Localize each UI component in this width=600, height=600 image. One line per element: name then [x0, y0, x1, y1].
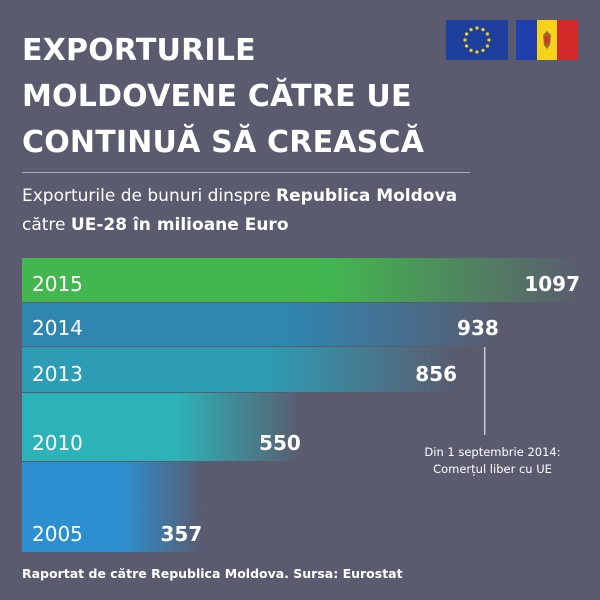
subtitle-bold-1: Republica Moldova: [276, 186, 458, 206]
value-label-2014: 938: [457, 316, 499, 340]
title-divider: [22, 172, 470, 173]
exports-bar-chart: 2015 1097 2014 938 2013 856 2010 550 2005 357: [22, 258, 582, 552]
bar-2013: [22, 347, 459, 392]
value-label-2005: 357: [160, 522, 202, 546]
eu-star-icon: [487, 38, 491, 42]
title-line-1: EXPORTURILE: [22, 33, 256, 68]
bar-2005: [22, 462, 205, 552]
value-label-2010: 550: [259, 431, 301, 455]
eu-star-icon: [485, 32, 489, 36]
chart-subtitle: Exporturile de bunuri dinspre Republica …: [22, 182, 502, 240]
title-line-3: CONTINUĂ SĂ CREASCĂ: [22, 125, 425, 160]
value-label-2015: 1097: [524, 272, 580, 296]
eu-star-icon: [465, 32, 469, 36]
category-label-2015: 2015: [32, 272, 83, 296]
eu-star-icon: [481, 28, 485, 32]
eu-star-icon: [469, 48, 473, 52]
value-label-2013: 856: [415, 362, 457, 386]
bar-2010: [22, 393, 303, 461]
eu-star-icon: [463, 38, 467, 42]
page-title: EXPORTURILE MOLDOVENE CĂTRE UE CONTINUĂ …: [22, 28, 442, 166]
category-label-2005: 2005: [32, 522, 83, 546]
eu-star-icon: [475, 50, 479, 54]
eu-star-icon: [481, 48, 485, 52]
eu-star-icon: [475, 26, 479, 30]
eu-flag-icon: [446, 20, 508, 60]
moldova-coat-of-arms-icon: [543, 31, 551, 49]
bar-2014: [22, 303, 501, 346]
subtitle-text-1: Exporturile de bunuri dinspre: [22, 186, 277, 206]
moldova-flag-icon: [516, 20, 578, 60]
category-label-2014: 2014: [32, 316, 83, 340]
eu-star-icon: [465, 44, 469, 48]
subtitle-bold-2: UE-28 în milioane Euro: [70, 215, 289, 235]
subtitle-text-2: către: [22, 215, 71, 235]
annotation-line-1: Din 1 septembrie 2014:: [424, 445, 561, 459]
bar-2015: [22, 258, 582, 302]
title-line-2: MOLDOVENE CĂTRE UE: [22, 79, 412, 114]
eu-star-icon: [469, 28, 473, 32]
free-trade-annotation: Din 1 septembrie 2014: Comerțul liber cu…: [405, 444, 580, 478]
annotation-line-2: Comerțul liber cu UE: [433, 462, 552, 476]
category-label-2010: 2010: [32, 431, 83, 455]
category-label-2013: 2013: [32, 362, 83, 386]
source-footer: Raportat de către Republica Moldova. Sur…: [22, 566, 403, 581]
eu-star-icon: [485, 44, 489, 48]
